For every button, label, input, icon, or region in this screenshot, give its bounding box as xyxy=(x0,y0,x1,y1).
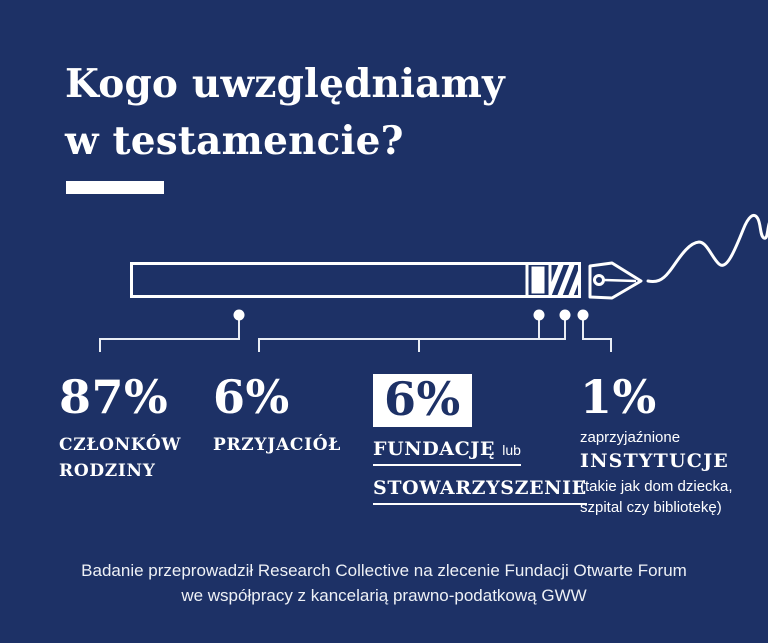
fountain-pen-bar-icon xyxy=(130,261,643,300)
callout-dot-2 xyxy=(533,309,545,321)
stat-family: 87% CZŁONKÓW RODZINY xyxy=(59,374,181,484)
pen-nib-breather-hole xyxy=(593,274,605,286)
stat-institutions-note-line2: szpital czy bibliotekę) xyxy=(580,499,722,516)
stat-family-value: 87% xyxy=(59,370,169,424)
stat-foundation-label-line2: STOWARZYSZENIE xyxy=(373,477,587,505)
pen-hatched-segment xyxy=(551,265,579,296)
stat-institutions-label: INSTYTUCJE xyxy=(580,450,729,472)
stat-institutions-note: (takie jak dom dziecka, szpital czy bibl… xyxy=(580,476,733,518)
ink-scribble-line xyxy=(646,214,768,283)
stat-friends: 6% PRZYJACIÓŁ xyxy=(213,374,341,459)
stat-foundation-label-conjunction: lub xyxy=(502,442,521,458)
title-underline-bar xyxy=(66,181,164,194)
stat-institutions: 1% zaprzyjaźnione INSTYTUCJE (takie jak … xyxy=(580,374,733,518)
pen-nib-slit xyxy=(603,278,637,283)
callout-dot-4 xyxy=(577,309,589,321)
stat-friends-value: 6% xyxy=(213,370,290,424)
page-title-line1: Kogo uwzględniamy xyxy=(65,61,505,107)
stat-family-label-line1: CZŁONKÓW xyxy=(59,435,182,455)
stat-foundation-label-underlined: FUNDACJĘ lub xyxy=(373,438,521,466)
source-credit-line2: we współpracy z kancelarią prawno-podatk… xyxy=(181,585,587,605)
stat-institutions-value: 1% xyxy=(580,370,657,424)
stat-institutions-note-line1: (takie jak dom dziecka, xyxy=(580,478,733,495)
pen-white-band-segment xyxy=(531,266,545,294)
stat-foundation-label-main: FUNDACJĘ xyxy=(373,438,496,460)
source-credit-line1: Badanie przeprowadził Research Collectiv… xyxy=(81,561,687,580)
stat-foundation-label-row1: FUNDACJĘ lub xyxy=(373,438,587,466)
callout-institutions xyxy=(582,318,612,352)
stat-friends-label: PRZYJACIÓŁ xyxy=(213,435,342,455)
callout-family xyxy=(99,318,240,352)
stat-institutions-pre-label: zaprzyjaźnione xyxy=(580,429,681,446)
pen-nib-icon xyxy=(588,261,643,300)
callout-dot-3 xyxy=(559,309,571,321)
callout-lines xyxy=(99,309,612,352)
pen-barrel-segment xyxy=(130,262,581,298)
source-credit: Badanie przeprowadził Research Collectiv… xyxy=(0,559,768,608)
stat-family-label-line2: RODZINY xyxy=(59,460,156,481)
callout-dot-1 xyxy=(233,309,245,321)
page-title: Kogo uwzględniamy w testamencie? xyxy=(65,56,505,169)
page-title-line2: w testamencie? xyxy=(65,117,404,164)
stat-foundation: 6% FUNDACJĘ lub STOWARZYSZENIE xyxy=(373,374,587,505)
callout-friends-foundation xyxy=(258,318,566,352)
stat-foundation-label-row2: STOWARZYSZENIE xyxy=(373,477,587,505)
stat-foundation-value-box: 6% xyxy=(373,374,472,427)
